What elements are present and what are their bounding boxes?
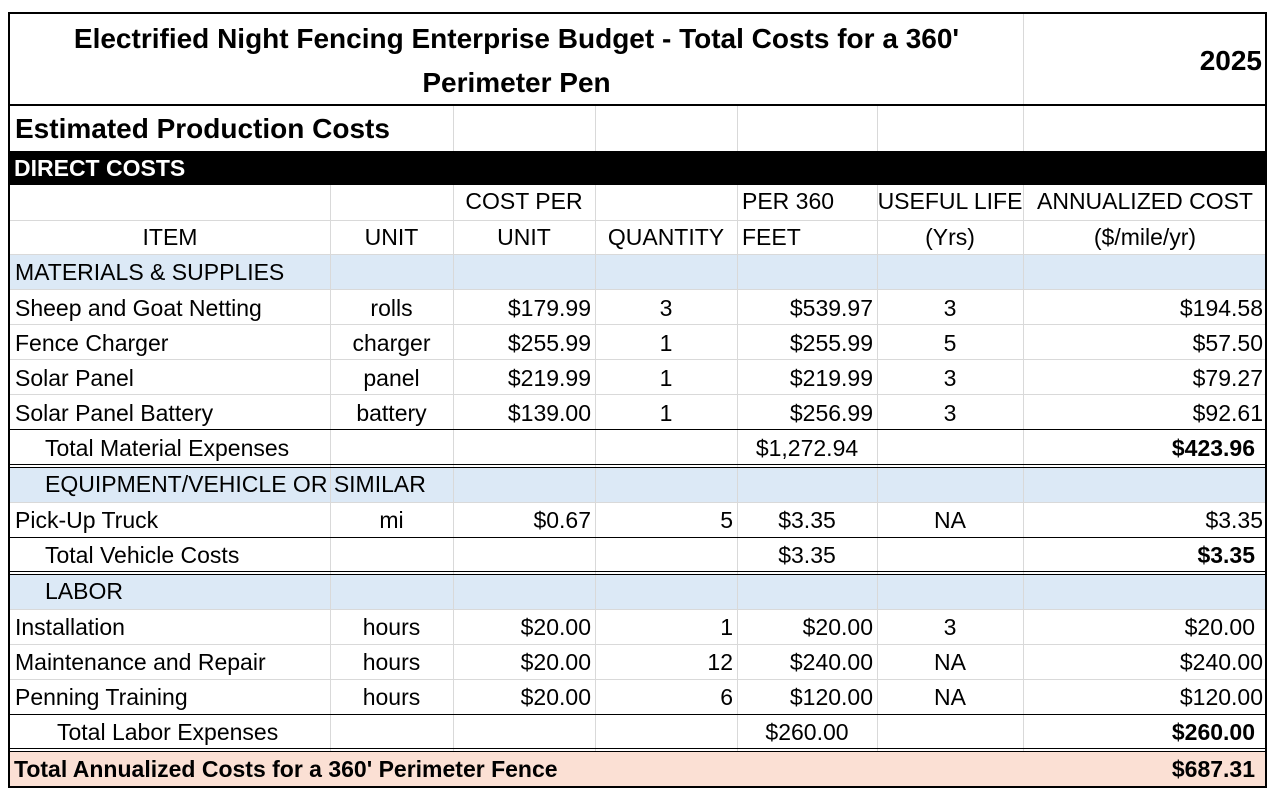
labor-row-2-qty: 12 — [707, 651, 733, 675]
col-header-unit: UNIT — [364, 226, 419, 250]
materials-row-3-unit: panel — [363, 367, 420, 391]
materials-row-1-item: Sheep and Goat Netting — [15, 297, 262, 321]
labor-row-3-per360: $120.00 — [789, 686, 873, 710]
equipment-total-annual: $3.35 — [1197, 544, 1255, 568]
materials-row-2-annual: $57.50 — [1192, 332, 1263, 356]
labor-row-2-annual: $240.00 — [1179, 651, 1263, 675]
materials-total-annual: $423.96 — [1171, 437, 1255, 461]
equipment-row-1-item: Pick-Up Truck — [15, 509, 159, 533]
grand-total-value: $687.31 — [1171, 758, 1255, 782]
labor-row-2-unit: hours — [362, 651, 421, 675]
labor-row-2-per360: $240.00 — [789, 651, 873, 675]
materials-row-4-per360: $256.99 — [789, 402, 873, 426]
equipment-row-1-cost: $0.67 — [533, 509, 591, 533]
title-line-1: Electrified Night Fencing Enterprise Bud… — [73, 23, 960, 54]
labor-row-1-annual: $20.00 — [1184, 616, 1255, 640]
labor-row-3-annual: $120.00 — [1179, 686, 1263, 710]
col-header-cost-per-unit-2: UNIT — [497, 226, 551, 250]
materials-row-4-life: 3 — [943, 402, 957, 426]
title-line-2: Perimeter Pen — [422, 67, 611, 98]
title-block: Electrified Night Fencing Enterprise Bud… — [14, 17, 1019, 105]
materials-row-3-annual: $79.27 — [1192, 367, 1263, 391]
materials-row-2-item: Fence Charger — [15, 332, 169, 356]
equipment-row-1-per360: $3.35 — [778, 509, 836, 533]
grand-total-band — [10, 751, 1267, 787]
direct-costs-band — [10, 151, 1267, 185]
labor-total-label: Total Labor Expenses — [57, 721, 279, 745]
col-header-annualized-1: ANNUALIZED COST — [1037, 190, 1253, 214]
equipment-total-label: Total Vehicle Costs — [45, 544, 240, 568]
materials-row-2-cost: $255.99 — [507, 332, 591, 356]
grand-total-label: Total Annualized Costs for a 360' Perime… — [14, 758, 558, 782]
labor-band — [10, 574, 1267, 609]
labor-row-1-qty: 1 — [720, 616, 733, 640]
materials-row-3-life: 3 — [943, 367, 957, 391]
labor-row-3-qty: 6 — [720, 686, 733, 710]
materials-row-2-unit: charger — [352, 332, 431, 356]
col-header-useful-life-2: (Yrs) — [925, 226, 975, 250]
materials-row-2-life: 5 — [943, 332, 957, 356]
materials-row-4-cost: $139.00 — [507, 402, 591, 426]
materials-row-1-per360: $539.97 — [789, 297, 873, 321]
labor-total-annual: $260.00 — [1171, 721, 1255, 745]
budget-year: 2025 — [1199, 47, 1262, 76]
col-header-per360-2: FEET — [742, 226, 801, 250]
equipment-row-1-life: NA — [934, 509, 966, 533]
labor-row-1-per360: $20.00 — [802, 616, 873, 640]
equipment-band — [10, 467, 1267, 502]
materials-row-3-item: Solar Panel — [15, 367, 134, 391]
materials-row-2-per360: $255.99 — [789, 332, 873, 356]
equipment-total-per360: $3.35 — [778, 544, 836, 568]
materials-total-label: Total Material Expenses — [45, 437, 290, 461]
materials-row-1-annual: $194.58 — [1179, 297, 1263, 321]
labor-row-1-life: 3 — [943, 616, 957, 640]
col-header-cost-per-unit-1: COST PER — [465, 190, 583, 214]
labor-total-per360: $260.00 — [765, 721, 849, 745]
direct-costs-label: DIRECT COSTS — [14, 157, 186, 181]
materials-row-1-life: 3 — [943, 297, 957, 321]
labor-row-3-item: Penning Training — [15, 686, 188, 710]
col-header-item: ITEM — [142, 226, 198, 250]
materials-section-label: MATERIALS & SUPPLIES — [15, 261, 285, 285]
col-header-useful-life-1: USEFUL LIFE — [877, 190, 1023, 214]
materials-row-4-item: Solar Panel Battery — [15, 402, 214, 426]
materials-row-1-cost: $179.99 — [507, 297, 591, 321]
labor-row-1-item: Installation — [15, 616, 125, 640]
materials-row-3-cost: $219.99 — [507, 367, 591, 391]
materials-row-3-per360: $219.99 — [789, 367, 873, 391]
equipment-row-1-unit: mi — [379, 509, 404, 533]
col-header-annualized-2: ($/mile/yr) — [1093, 226, 1197, 250]
equipment-section-label: EQUIPMENT/VEHICLE OR SIMILAR — [45, 473, 426, 497]
materials-row-1-qty: 3 — [659, 297, 673, 321]
materials-row-3-qty: 1 — [659, 367, 673, 391]
labor-row-2-cost: $20.00 — [520, 651, 591, 675]
labor-row-3-life: NA — [934, 686, 966, 710]
section-heading: Estimated Production Costs — [15, 115, 390, 144]
materials-row-1-unit: rolls — [370, 297, 413, 321]
labor-section-label: LABOR — [45, 580, 123, 604]
labor-row-2-item: Maintenance and Repair — [15, 651, 266, 675]
labor-row-2-life: NA — [934, 651, 966, 675]
labor-row-1-unit: hours — [362, 616, 421, 640]
col-header-per360-1: PER 360 — [742, 190, 835, 214]
equipment-row-1-annual: $3.35 — [1205, 509, 1263, 533]
labor-row-1-cost: $20.00 — [520, 616, 591, 640]
materials-band — [10, 254, 1267, 289]
materials-row-4-annual: $92.61 — [1192, 402, 1263, 426]
materials-row-4-unit: battery — [356, 402, 427, 426]
materials-row-2-qty: 1 — [659, 332, 673, 356]
equipment-row-1-qty: 5 — [720, 509, 733, 533]
materials-total-per360: $1,272.94 — [755, 437, 859, 461]
labor-row-3-unit: hours — [362, 686, 421, 710]
col-header-quantity: QUANTITY — [607, 226, 725, 250]
materials-row-4-qty: 1 — [659, 402, 673, 426]
labor-row-3-cost: $20.00 — [520, 686, 591, 710]
